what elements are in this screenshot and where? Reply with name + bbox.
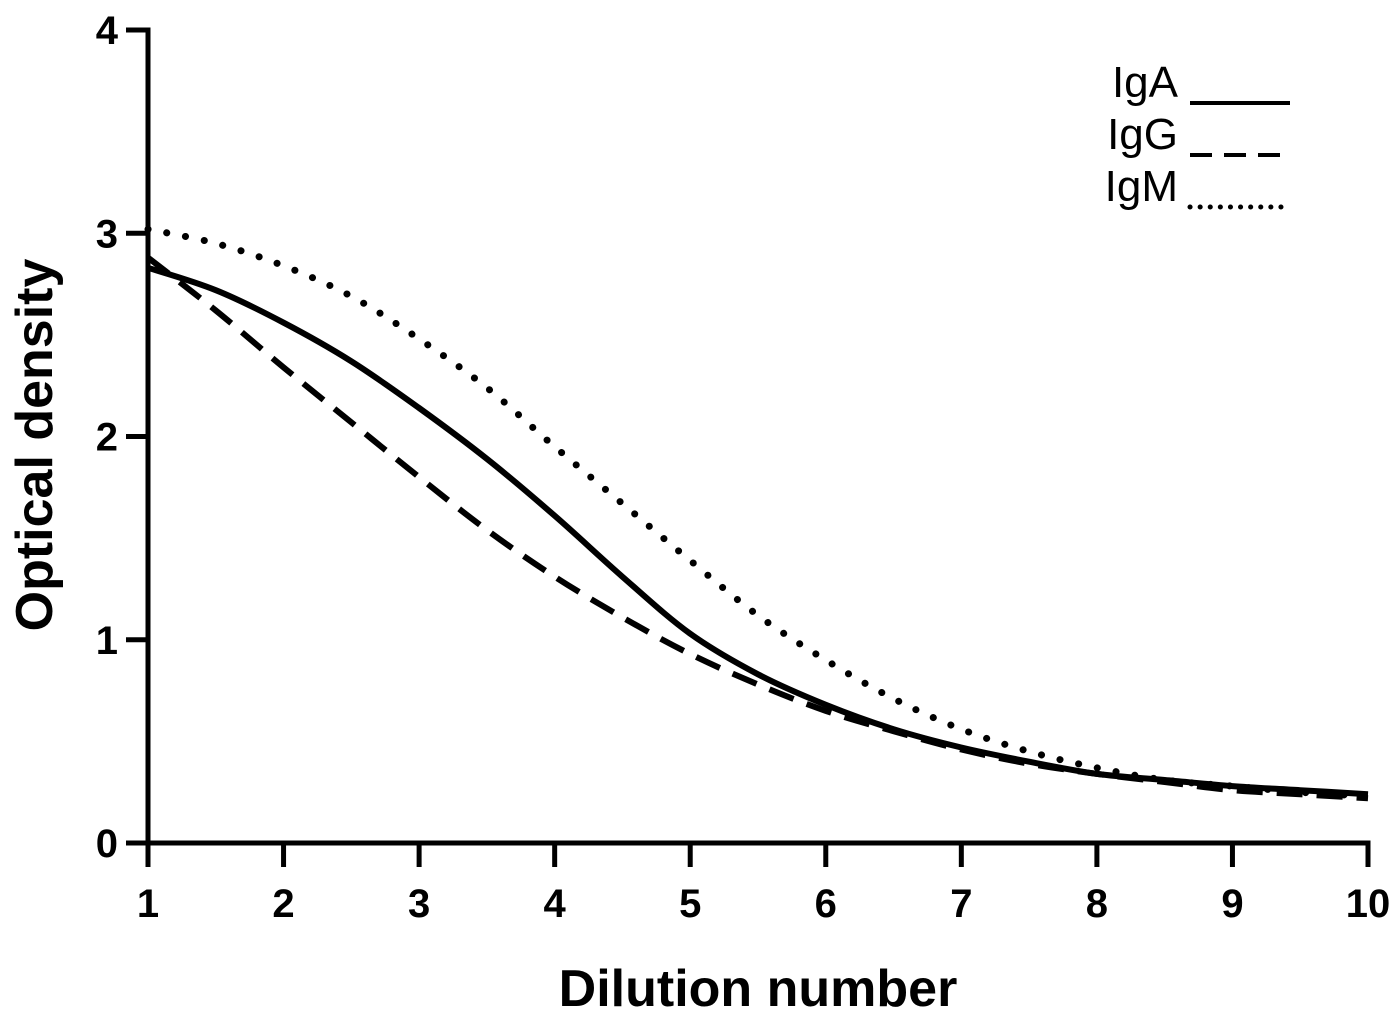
series-line-igg xyxy=(146,255,1369,802)
y-tick-label: 1 xyxy=(96,619,118,663)
x-tick-label: 10 xyxy=(1346,882,1391,926)
chart-axes xyxy=(145,27,1371,846)
series-line-igm xyxy=(144,225,1372,800)
x-axis-title: Dilution number xyxy=(559,960,958,1016)
y-tick-label: 3 xyxy=(96,212,118,256)
x-tick-label: 5 xyxy=(679,882,701,926)
y-tick-label: 2 xyxy=(96,416,118,460)
y-tick-label: 4 xyxy=(96,9,119,53)
legend-label-igg: IgG xyxy=(1107,110,1178,159)
x-tick-label: 3 xyxy=(408,882,430,926)
chart-series-lines xyxy=(144,225,1372,802)
x-tick-label: 4 xyxy=(544,882,567,926)
x-tick-label: 8 xyxy=(1086,882,1108,926)
x-tick-label: 7 xyxy=(950,882,972,926)
legend-label-igm: IgM xyxy=(1105,162,1178,211)
legend-label-iga: IgA xyxy=(1112,58,1179,107)
series-line-iga xyxy=(147,264,1369,798)
x-tick-label: 2 xyxy=(272,882,294,926)
x-tick-label: 9 xyxy=(1221,882,1243,926)
x-tick-label: 6 xyxy=(815,882,837,926)
x-tick-label: 1 xyxy=(137,882,159,926)
y-tick-label: 0 xyxy=(96,822,118,866)
y-axis-title: Optical density xyxy=(6,259,64,632)
